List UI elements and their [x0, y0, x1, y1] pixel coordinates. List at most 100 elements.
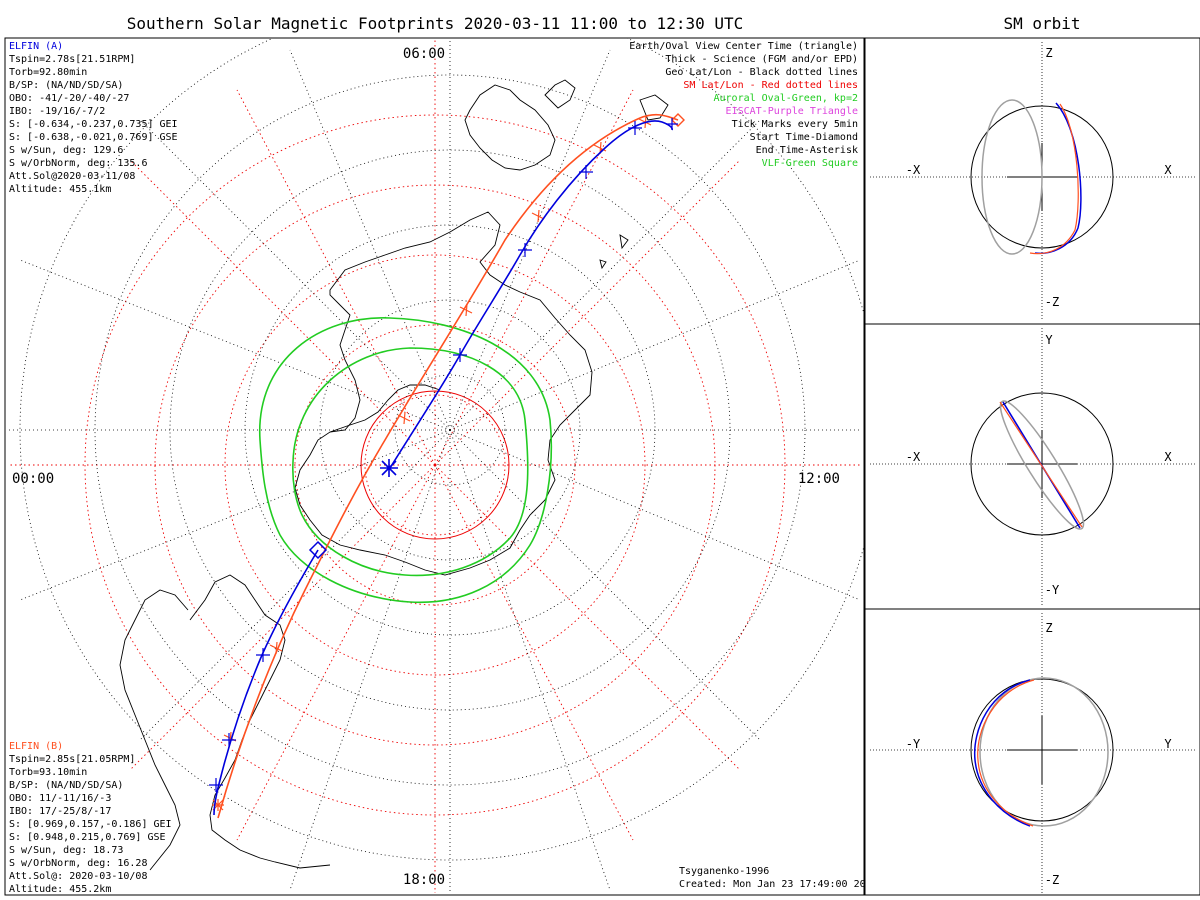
axis-label-top: Y: [1045, 333, 1053, 347]
elfin-a-track-line-2: [213, 549, 319, 816]
axis-label-right: X: [1164, 163, 1172, 177]
axis-label-right: Y: [1164, 737, 1172, 751]
elfin-b-line: S w/OrbNorm, deg: 16.28: [9, 858, 147, 869]
tick-mark: [222, 733, 236, 747]
tick-mark: [628, 121, 642, 135]
elfin-a-name: ELFIN (A): [9, 41, 63, 52]
island-2: [599, 259, 607, 270]
elfin-a-line: S: [-0.638,-0.021,0.769] GSE: [9, 132, 178, 143]
new-zealand-coast: [544, 79, 576, 109]
elfin-b-line: S: [0.948,0.215,0.769] GSE: [9, 832, 166, 843]
sm-meridian: [434, 464, 634, 841]
geo-lat-circle: [319, 299, 581, 561]
mlt-label-top: 06:00: [403, 46, 445, 62]
elfin-a-line: B/SP: (NA/ND/SD/SA): [9, 80, 123, 91]
orbit-gray: [981, 99, 1043, 255]
legend-entry: SM Lat/Lon - Red dotted lines: [683, 80, 858, 91]
axis-label-top: Z: [1045, 621, 1052, 635]
tick-mark: [518, 243, 532, 257]
legend-entry: End Time-Asterisk: [756, 145, 858, 156]
elfin-b-line: Altitude: 455.2km: [9, 884, 111, 895]
axis-label-top: Z: [1045, 46, 1052, 60]
geo-meridian: [289, 49, 451, 431]
elfin-a-line: S w/Sun, deg: 129.6: [9, 145, 123, 156]
tick-mark: [397, 411, 411, 425]
elfin-b-start-diamond: [671, 113, 685, 127]
legend-entry: Auroral Oval-Green, kp=2: [714, 93, 859, 104]
elfin-a-line: OBO: -41/-20/-40/-27: [9, 93, 129, 104]
earth-circle: [970, 392, 1114, 536]
elfin-b-line: OBO: 11/-11/16/-3: [9, 793, 111, 804]
orbit-elfin-b: [977, 679, 1035, 827]
axis-label-left: -X: [906, 450, 921, 464]
geo-meridian: [449, 49, 611, 431]
antarctica-coast: [294, 211, 593, 576]
orbit-panels: Z -Z -X X Y -Y -X X: [864, 37, 1200, 896]
sm-meridian: [236, 464, 436, 841]
elfin-a-line: Att.Sol@2020-03-11/08: [9, 171, 135, 182]
axis-label-left: -Y: [906, 737, 921, 751]
orbit-panel-xz: Z -Z -X X: [870, 42, 1196, 320]
elfin-b-line: IBO: 17/-25/8/-17: [9, 806, 111, 817]
island: [619, 234, 629, 250]
elfin-a-line: Torb=92.80min: [9, 67, 87, 78]
tick-mark: [269, 641, 283, 655]
orbit-elfin-a: [973, 679, 1031, 827]
elfin-a-track-line: [389, 120, 673, 469]
tick-mark: [579, 165, 593, 179]
mlt-label-right: 12:00: [798, 471, 840, 487]
elfin-b-info: ELFIN (B) Tspin=2.85s[21.05RPM] Torb=93.…: [9, 741, 172, 895]
auroral-oval-outer: [259, 317, 553, 604]
elfin-b-line: Torb=93.10min: [9, 767, 87, 778]
elfin-b-line: Tspin=2.85s[21.05RPM]: [9, 754, 135, 765]
australia-coast: [464, 84, 556, 171]
orbit-elfin-b: [1029, 103, 1079, 255]
legend-entry: Start Time-Diamond: [750, 132, 858, 143]
geo-lat-circle: [94, 74, 806, 786]
antarctic-peninsula: [329, 384, 441, 433]
orbit-gray: [979, 677, 1109, 827]
elfin-b-end-asterisk: [212, 799, 224, 811]
created-label: Created: Mon Jan 23 17:49:00 2023: [679, 879, 878, 890]
axis-label-bottom: -Z: [1045, 295, 1059, 309]
legend-entry: Thick - Science (FGM and/or EPD): [665, 54, 858, 65]
tick-mark: [256, 648, 270, 662]
elfin-b-track-line: [217, 113, 679, 819]
side-title: SM orbit: [1003, 14, 1080, 33]
footprint-map: 06:00 00:00 12:00 18:00 ELFIN (A) Tspin=…: [4, 37, 878, 896]
mlt-label-left: 00:00: [12, 471, 54, 487]
legend-entry: Earth/Oval View Center Time (triangle): [629, 41, 858, 52]
elfin-a-asterisk-east: [666, 118, 678, 130]
model-label: Tsyganenko-1996: [679, 866, 769, 877]
earth-circle: [970, 678, 1114, 822]
sm-meridian: [434, 89, 634, 466]
elfin-b-name: ELFIN (B): [9, 741, 63, 752]
elfin-a-start-diamond: [308, 540, 328, 560]
elfin-a-line: IBO: -19/16/-7/2: [9, 106, 105, 117]
geo-grid: [8, 38, 864, 893]
legend-entry: Tick Marks every 5min: [732, 119, 858, 130]
legend-entry: VLF-Green Square: [762, 158, 858, 169]
elfin-a-line: Altitude: 455.1km: [9, 184, 111, 195]
coastlines: [119, 79, 669, 871]
sm-lat-circle: [84, 114, 786, 816]
sm-pole-circle: [360, 390, 510, 540]
south-america-coast-2: [119, 589, 189, 871]
axis-label-left: -X: [906, 163, 921, 177]
main-title: Southern Solar Magnetic Footprints 2020-…: [127, 14, 744, 33]
earth-circle: [970, 105, 1114, 249]
elfin-a-track: [209, 118, 678, 816]
auroral-ovals: [259, 317, 553, 604]
elfin-a-line: S: [-0.634,-0.237,0.735] GEI: [9, 119, 178, 130]
sm-lat-circle: [364, 394, 506, 536]
axis-label-bottom: -Y: [1045, 583, 1060, 597]
elfin-b-line: B/SP: (NA/ND/SD/SA): [9, 780, 123, 791]
tick-mark: [453, 348, 467, 362]
auroral-oval-inner: [292, 347, 529, 577]
orbit-panel-xy: Y -Y -X X: [870, 328, 1196, 605]
sm-meridian: [236, 89, 436, 466]
elfin-b-line: S w/Sun, deg: 18.73: [9, 845, 123, 856]
elfin-b-line: S: [0.969,0.157,-0.186] GEI: [9, 819, 172, 830]
elfin-a-info: ELFIN (A) Tspin=2.78s[21.51RPM] Torb=92.…: [9, 41, 178, 195]
elfin-b-line: Att.Sol@: 2020-03-10/08: [9, 871, 147, 882]
